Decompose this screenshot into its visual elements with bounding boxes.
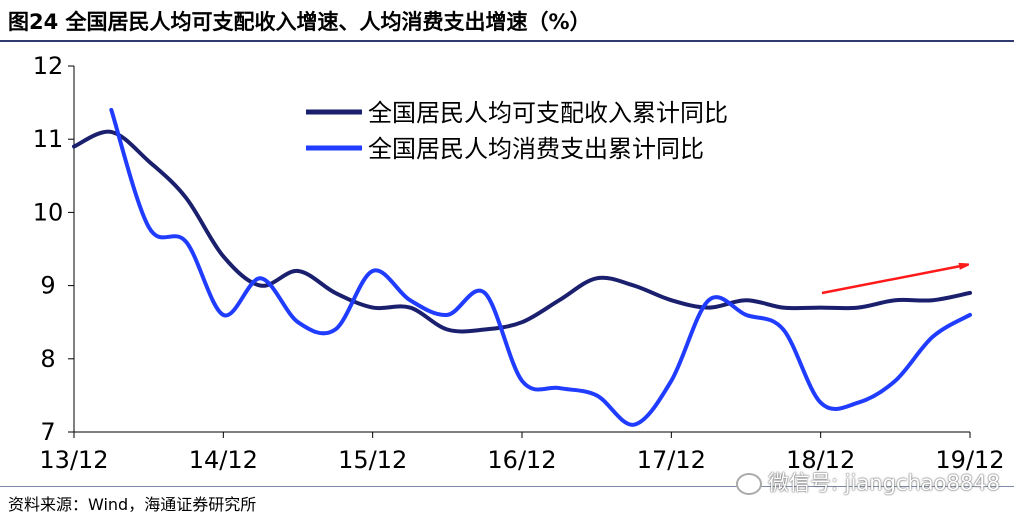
x-tick-label: 18/12	[786, 446, 855, 474]
y-tick-label: 9	[40, 272, 55, 300]
x-tick-label: 17/12	[637, 446, 706, 474]
footer-divider	[0, 486, 1014, 487]
x-tick-label: 15/12	[338, 446, 407, 474]
chart-title: 图24 全国居民人均可支配收入增速、人均消费支出增速（%）	[8, 10, 591, 34]
legend-label-1: 全国居民人均可支配收入累计同比	[368, 99, 728, 127]
legend-label-2: 全国居民人均消费支出累计同比	[368, 135, 704, 163]
line-chart: 7 8 9 10 11 12 13/12 14/12 15/12 16/12 17/12 18/12 1…	[33, 52, 1005, 474]
y-tick-label: 12	[33, 52, 64, 80]
y-tick-label: 7	[40, 418, 55, 446]
trend-arrow	[821, 265, 966, 295]
y-tick-label: 10	[33, 198, 64, 226]
source-note: 资料来源：Wind，海通证券研究所	[8, 495, 257, 514]
wechat-icon	[736, 473, 762, 495]
y-tick-label: 11	[33, 125, 64, 153]
watermark-text: 微信号: jiangchao8848	[768, 471, 1000, 495]
series-line-1	[72, 129, 972, 334]
x-tick-label: 19/12	[935, 446, 1004, 474]
watermark: 微信号: jiangchao8848	[736, 467, 1000, 497]
series-line-2	[109, 107, 972, 427]
y-tick-label: 8	[40, 345, 55, 373]
title-divider	[0, 40, 1014, 42]
x-tick-label: 16/12	[487, 446, 556, 474]
x-tick-label: 14/12	[189, 446, 258, 474]
x-tick-label: 13/12	[39, 446, 108, 474]
